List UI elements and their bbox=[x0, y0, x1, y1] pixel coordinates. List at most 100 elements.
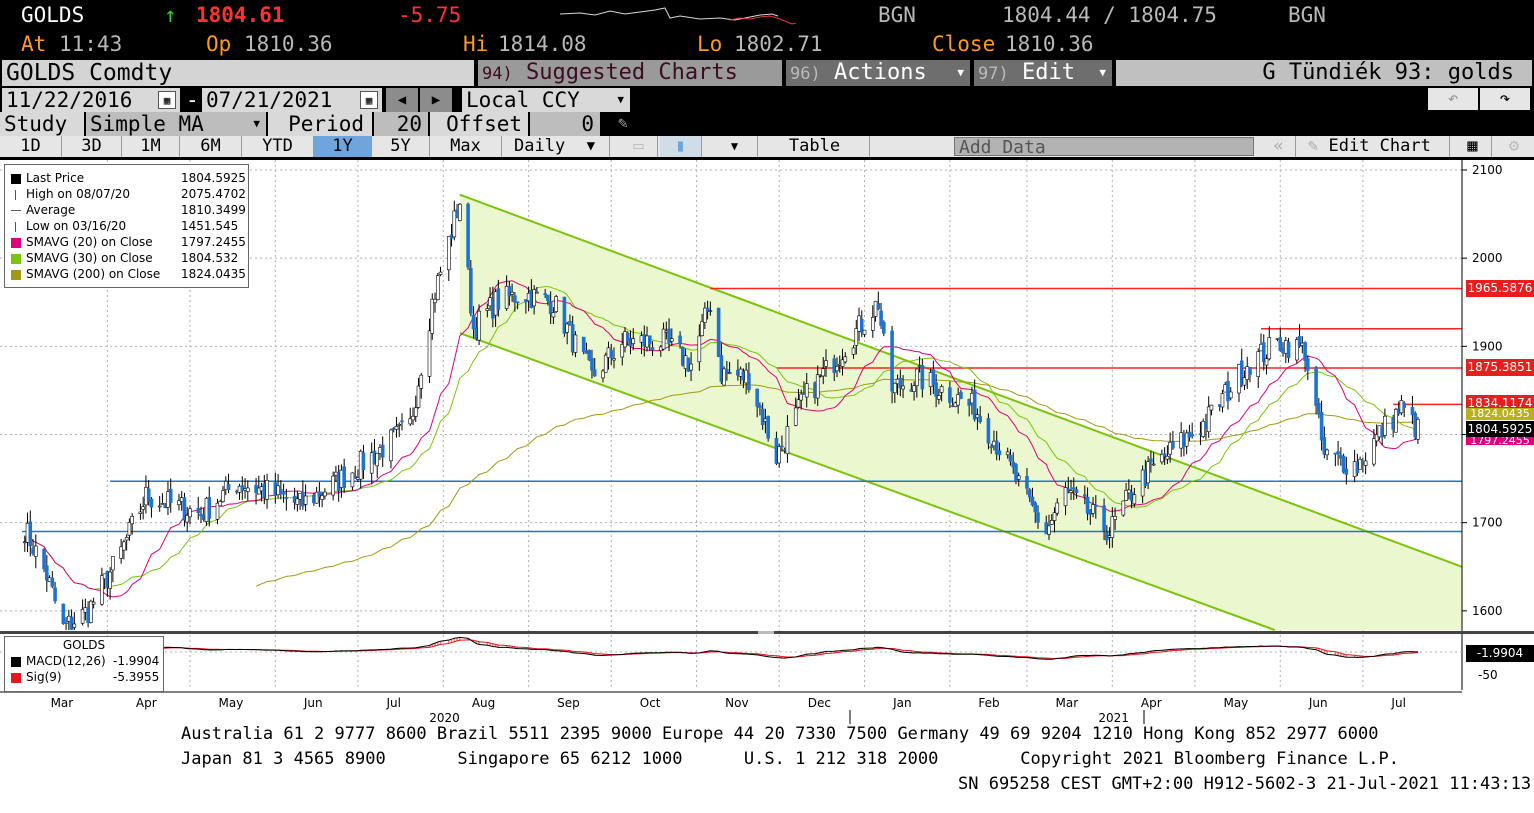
edit-chart-button[interactable]: ✎ Edit Chart bbox=[1298, 136, 1450, 157]
candle-body bbox=[678, 335, 682, 345]
candle-body bbox=[1416, 419, 1420, 440]
calendar-icon[interactable]: ▦ bbox=[360, 91, 378, 109]
candle-body bbox=[1206, 406, 1211, 433]
period-1y-button[interactable]: 1Y bbox=[314, 136, 372, 157]
gear-icon[interactable]: ⚙ bbox=[1494, 136, 1534, 157]
candle-body bbox=[815, 374, 820, 399]
candle-body bbox=[1239, 360, 1244, 386]
candle-body bbox=[375, 452, 380, 467]
candle-body bbox=[859, 319, 864, 333]
candle-body bbox=[799, 393, 804, 401]
candle-body bbox=[1226, 380, 1230, 402]
candle-body bbox=[485, 308, 490, 311]
start-date-field[interactable]: 11/22/2016 bbox=[2, 88, 180, 112]
add-data-field[interactable]: Add Data bbox=[954, 137, 1254, 157]
macd-line bbox=[24, 636, 1418, 660]
candle-body bbox=[901, 385, 905, 390]
next-period-button[interactable]: ▶ bbox=[420, 88, 452, 112]
candle-body bbox=[862, 329, 867, 335]
prev-period-button[interactable]: ◀ bbox=[386, 88, 418, 112]
x-tick-label: Apr bbox=[136, 696, 157, 710]
candle-body bbox=[400, 420, 404, 423]
study-select[interactable]: Simple MA ▼ bbox=[86, 112, 266, 136]
candle-chart-icon[interactable]: ▮ bbox=[660, 136, 702, 157]
actions-label: Actions bbox=[833, 60, 927, 85]
y-tick-label: 1700 bbox=[1472, 516, 1503, 530]
period-1m-button[interactable]: 1M bbox=[122, 136, 180, 157]
candle-body bbox=[532, 289, 536, 307]
candle-body bbox=[182, 497, 187, 521]
end-date-field[interactable]: 07/21/2021 bbox=[202, 88, 382, 112]
candle-body bbox=[1160, 453, 1164, 463]
area-chart-icon[interactable]: ▭ bbox=[620, 136, 658, 157]
macd-legend: GOLDS MACD(12,26) -1.9904 Sig(9) -5.3955 bbox=[4, 636, 164, 692]
x-tick-label: Nov bbox=[725, 696, 748, 710]
candle-body bbox=[389, 429, 393, 462]
candle-body bbox=[562, 296, 567, 334]
chart-settings-icon[interactable]: ▦ bbox=[1454, 136, 1492, 157]
undo-button[interactable]: ↶ bbox=[1428, 88, 1478, 110]
frequency-select[interactable]: Daily ▼ bbox=[504, 136, 610, 157]
candle-body bbox=[1094, 504, 1098, 507]
edit-menu[interactable]: 97) Edit ▼ bbox=[974, 60, 1112, 86]
pencil-icon[interactable]: ✎ bbox=[618, 113, 628, 132]
candle-body bbox=[411, 415, 415, 421]
candle-body bbox=[1165, 455, 1170, 460]
candle-body bbox=[240, 485, 245, 491]
period-label: Period bbox=[268, 112, 372, 136]
edit-number: 97) bbox=[978, 64, 1009, 84]
offset-label: Offset bbox=[430, 112, 528, 136]
calendar-icon[interactable]: ▦ bbox=[158, 91, 176, 109]
actions-menu[interactable]: 96) Actions ▼ bbox=[786, 60, 970, 86]
candle-body bbox=[111, 556, 115, 571]
candle-body bbox=[647, 335, 652, 345]
candle-body bbox=[551, 312, 556, 318]
candle-body bbox=[496, 288, 501, 310]
period-field[interactable]: 20 bbox=[374, 112, 428, 136]
y-tick-label: 2000 bbox=[1472, 251, 1503, 265]
candle-body bbox=[515, 301, 520, 304]
candle-body bbox=[314, 491, 319, 504]
frequency-value: Daily bbox=[514, 136, 566, 156]
candle-body bbox=[1336, 451, 1340, 455]
candle-body bbox=[1005, 451, 1010, 456]
period-max-button[interactable]: Max bbox=[430, 136, 502, 157]
candle-body bbox=[1127, 489, 1131, 494]
candle-body bbox=[218, 501, 223, 507]
candle-body bbox=[851, 347, 856, 355]
table-button[interactable]: Table bbox=[760, 136, 870, 157]
offset-field[interactable]: 0 bbox=[530, 112, 600, 136]
candle-body bbox=[1055, 502, 1060, 514]
candle-body bbox=[1063, 487, 1068, 507]
candle-body bbox=[141, 506, 145, 510]
redo-button[interactable]: ↷ bbox=[1480, 88, 1530, 110]
candle-body bbox=[303, 495, 308, 505]
candle-body bbox=[747, 373, 751, 391]
macd-value-tag: -1.9904 bbox=[1466, 645, 1534, 662]
security-field[interactable]: GOLDS Comdty bbox=[2, 60, 474, 86]
open-value: 1810.36 bbox=[244, 32, 333, 56]
collapse-icon[interactable]: « bbox=[1262, 136, 1296, 157]
candle-body bbox=[69, 616, 74, 630]
legend-row-sma30: SMAVG (30) on Close 1804.532 bbox=[11, 250, 242, 266]
candle-body bbox=[1121, 500, 1126, 516]
study-label: Study bbox=[0, 112, 84, 136]
candle-body bbox=[361, 452, 366, 471]
candle-body bbox=[700, 321, 704, 336]
period-1d-button[interactable]: 1D bbox=[0, 136, 62, 157]
candle-body bbox=[452, 210, 457, 238]
chart-title: G Tündiék 93: golds bbox=[1116, 60, 1532, 86]
chevron-down-icon[interactable]: ▼ bbox=[712, 136, 758, 157]
candle-body bbox=[780, 445, 784, 448]
last-price: 1804.61 bbox=[196, 3, 285, 27]
candle-body bbox=[573, 334, 578, 353]
period-ytd-button[interactable]: YTD bbox=[242, 136, 314, 157]
period-3d-button[interactable]: 3D bbox=[62, 136, 122, 157]
currency-select[interactable]: Local CCY ▼ bbox=[462, 88, 630, 112]
candle-body bbox=[323, 491, 327, 497]
period-6m-button[interactable]: 6M bbox=[180, 136, 242, 157]
candle-body bbox=[342, 466, 346, 489]
suggested-charts-menu[interactable]: 94) Suggested Charts bbox=[478, 60, 782, 86]
period-5y-button[interactable]: 5Y bbox=[372, 136, 430, 157]
candle-body bbox=[546, 294, 550, 301]
